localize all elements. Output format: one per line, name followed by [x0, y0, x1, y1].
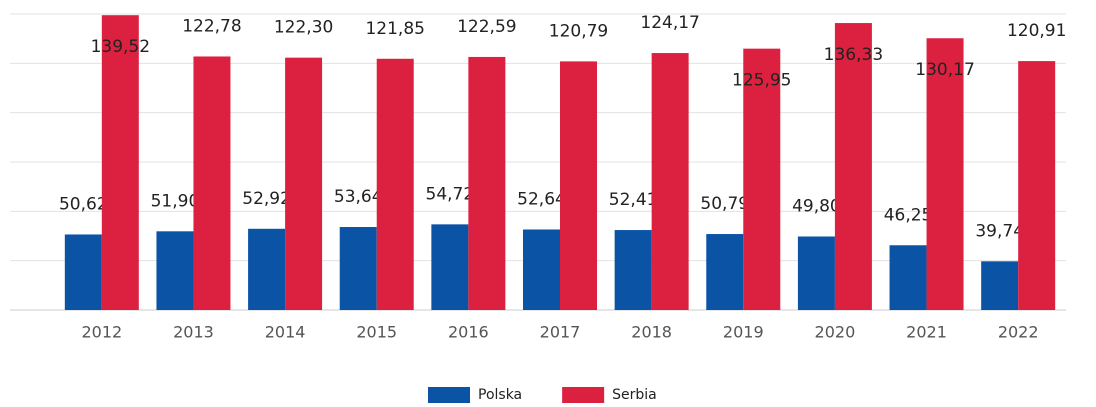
value-label: 120,79 [549, 21, 608, 41]
value-label: 122,78 [182, 16, 241, 36]
bar [614, 230, 652, 310]
bar [743, 48, 781, 310]
value-label: 120,91 [1007, 21, 1066, 41]
bar [926, 38, 964, 310]
x-tick-label: 2014 [265, 323, 306, 342]
bar [376, 58, 414, 310]
value-label: 53,64 [334, 187, 383, 207]
bar [156, 231, 194, 310]
x-tick-label: 2021 [906, 323, 947, 342]
value-label: 50,79 [700, 194, 749, 214]
bar [797, 236, 835, 310]
bar [1018, 61, 1056, 310]
bar [981, 261, 1019, 310]
legend-swatch [428, 387, 470, 403]
bar [651, 53, 689, 310]
value-label: 52,64 [517, 189, 566, 209]
value-label: 49,80 [792, 196, 841, 216]
x-tick-label: 2015 [356, 323, 397, 342]
x-tick-label: 2018 [631, 323, 672, 342]
bar [339, 227, 377, 310]
legend-label: Polska [478, 387, 522, 403]
value-label: 121,85 [365, 19, 424, 39]
value-label: 136,33 [824, 45, 883, 65]
bar [193, 56, 231, 311]
value-label: 51,90 [151, 191, 200, 211]
x-tick-label: 2022 [998, 323, 1039, 342]
bar [523, 229, 560, 310]
bar [285, 57, 323, 310]
bar [64, 234, 102, 310]
bar [560, 61, 597, 310]
x-tick-label: 2017 [540, 323, 581, 342]
bar [706, 234, 744, 310]
value-label: 124,17 [640, 13, 699, 33]
value-label: 139,52 [91, 37, 150, 57]
value-label: 46,25 [884, 205, 933, 225]
x-tick-label: 2016 [448, 323, 489, 342]
bar [101, 15, 139, 311]
value-label: 122,59 [457, 17, 516, 37]
value-label: 122,30 [274, 18, 333, 38]
bar [889, 245, 927, 310]
x-tick-label: 2020 [815, 323, 856, 342]
value-label: 39,74 [975, 221, 1024, 241]
bar [834, 23, 872, 310]
bar [248, 228, 286, 310]
x-tick-label: 2019 [723, 323, 764, 342]
bar [431, 224, 469, 310]
legend-label: Serbia [612, 387, 657, 403]
bar [468, 56, 506, 310]
x-tick-label: 2013 [173, 323, 214, 342]
value-label: 54,72 [426, 184, 475, 204]
x-tick-label: 2012 [81, 323, 122, 342]
value-label: 130,17 [915, 60, 974, 80]
value-label: 52,92 [242, 189, 291, 209]
value-label: 125,95 [732, 71, 791, 91]
legend-swatch [562, 387, 605, 403]
value-label: 50,62 [59, 194, 108, 214]
value-label: 52,41 [609, 190, 658, 210]
